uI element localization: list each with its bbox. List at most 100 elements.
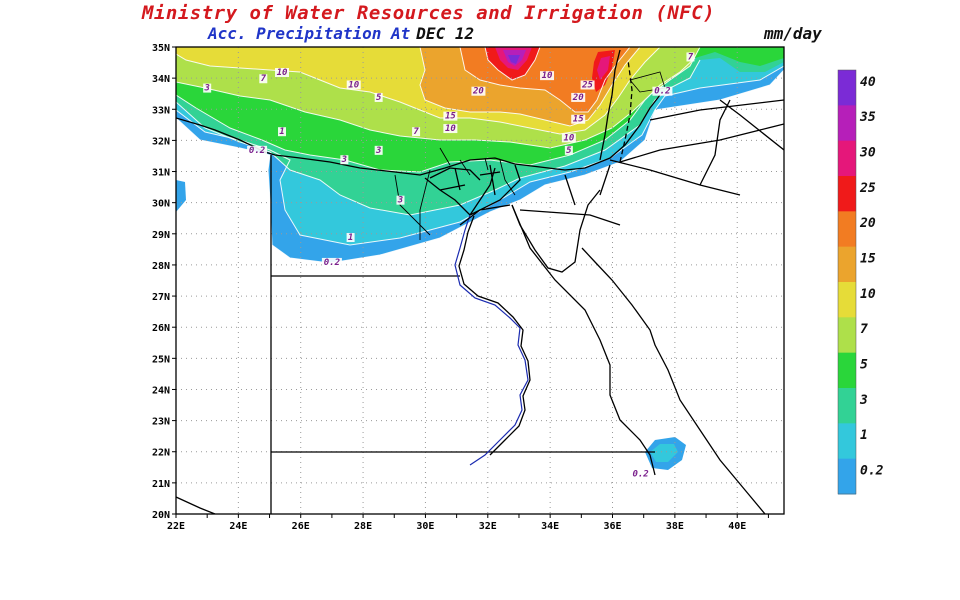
legend-level-label: 20 <box>859 216 876 231</box>
precip-area-40 <box>508 55 520 64</box>
contour-label-bg <box>275 68 290 78</box>
precipitation-fields <box>176 47 784 470</box>
latitude-labels: 35N 34N 33N 32N 31N 30N 29N 28N 27N 26N 25N 24N 23N 2… <box>152 43 170 521</box>
contour-label: 0.2 <box>632 470 648 480</box>
legend-swatch <box>838 423 856 460</box>
sinai-boundary <box>459 164 621 226</box>
lon-label: 38E <box>666 521 684 532</box>
legend-swatch <box>838 211 856 248</box>
contour-label-bg <box>396 195 405 205</box>
lat-label: 22N <box>152 448 170 459</box>
lat-label: 27N <box>152 292 170 303</box>
legend-level-label: 1 <box>860 428 868 443</box>
contour-label: 10 <box>277 68 288 78</box>
lon-label: 32E <box>479 521 497 532</box>
contour-label: 7 <box>413 127 419 137</box>
lat-label: 25N <box>152 354 170 365</box>
lat-label: 31N <box>152 168 170 179</box>
legend-swatch <box>838 282 856 318</box>
longitude-labels: 22E 24E 26E 28E 30E 32E 34E 36E 38E 40E <box>167 521 746 532</box>
legend-level-label: 3 <box>859 393 868 408</box>
lat-label: 26N <box>152 323 170 334</box>
contour-label-bg <box>374 92 383 102</box>
contour-label: 0.2 <box>654 87 670 97</box>
contour-label: 5 <box>376 93 382 103</box>
lon-label: 40E <box>728 521 746 532</box>
lat-label: 32N <box>152 136 170 147</box>
governorate-lines <box>394 147 516 240</box>
lon-label: 22E <box>167 521 185 532</box>
legend-level-label: 40 <box>860 75 876 90</box>
precip-area-30 <box>597 56 610 80</box>
contour-label: 10 <box>348 80 359 90</box>
precipitation-legend: 40 35 30 25 20 15 10 7 5 3 1 0.2 <box>837 69 884 495</box>
contour-label: 3 <box>341 155 347 165</box>
lat-label: 30N <box>152 199 170 210</box>
lat-label: 20N <box>152 510 170 521</box>
legend-level-label: 25 <box>859 181 876 196</box>
contour-label: 7 <box>261 74 267 84</box>
lat-label: 29N <box>152 230 170 241</box>
contour-label: 5 <box>566 146 572 156</box>
legend-level-label: 15 <box>860 252 876 267</box>
contour-label-bg <box>374 145 383 155</box>
contour-label: 10 <box>542 71 553 81</box>
contour-label-bg <box>571 114 586 124</box>
contour-label-bg <box>259 74 268 84</box>
lon-label: 34E <box>541 521 559 532</box>
contour-label-bg <box>571 92 586 102</box>
contour-label-bg <box>686 52 695 62</box>
contour-label: 25 <box>581 80 593 90</box>
contour-label-bg <box>443 111 458 121</box>
map-title: Ministry of Water Resources and Irrigati… <box>142 2 716 24</box>
map-frame <box>175 46 785 515</box>
legend-level-label: 30 <box>859 146 876 161</box>
axis-ticks <box>172 46 769 518</box>
contour-label: 15 <box>445 112 456 122</box>
lat-label: 34N <box>152 74 170 85</box>
contour-label-bg <box>346 80 361 90</box>
nile-delta <box>424 164 521 216</box>
nile-river <box>454 214 529 466</box>
gulf-of-suez <box>511 189 601 273</box>
contour-label-bg <box>203 83 212 93</box>
contour-label: 20 <box>472 87 484 97</box>
contour-label: 1 <box>279 127 284 137</box>
lat-label: 28N <box>152 261 170 272</box>
contour-label-bg <box>580 80 595 90</box>
contour-label-bg <box>564 145 573 155</box>
contour-label-bg <box>630 469 651 479</box>
border-east <box>719 99 784 151</box>
contour-label: 10 <box>563 133 574 143</box>
contour-label-bg <box>652 86 673 96</box>
precip-area-0.2 <box>176 180 186 212</box>
map-subtitle: Acc. Precipitation At DEC 12 <box>208 24 474 43</box>
nile-river-bank <box>458 215 531 456</box>
contour-label-bg <box>346 233 355 243</box>
forecast-date: DEC 12 <box>416 24 475 43</box>
legend-swatch <box>838 317 856 354</box>
contour-label: 0.2 <box>324 258 340 268</box>
contour-label: 3 <box>397 196 403 206</box>
lon-label: 36E <box>603 521 621 532</box>
contour-label-bg <box>540 71 555 81</box>
subtitle-label: Acc. Precipitation At <box>208 24 411 43</box>
contour-label: 10 <box>445 124 456 134</box>
legend-swatch <box>838 388 856 424</box>
contour-label: 7 <box>688 52 694 62</box>
units-label: mm/day <box>764 24 822 43</box>
precip-area-1 <box>650 444 678 462</box>
contour-label-bg <box>412 127 421 137</box>
legend-swatch <box>838 458 856 495</box>
lon-label: 28E <box>354 521 372 532</box>
legend-level-label: 0.2 <box>860 464 884 479</box>
contour-label-bg <box>247 145 268 155</box>
lat-label: 33N <box>152 105 170 116</box>
lon-label: 30E <box>416 521 434 532</box>
legend-swatch <box>838 140 856 177</box>
border-libya-chad <box>176 496 216 514</box>
lon-label: 24E <box>229 521 247 532</box>
legend-swatch <box>838 246 856 283</box>
contour-label: 15 <box>573 115 584 125</box>
